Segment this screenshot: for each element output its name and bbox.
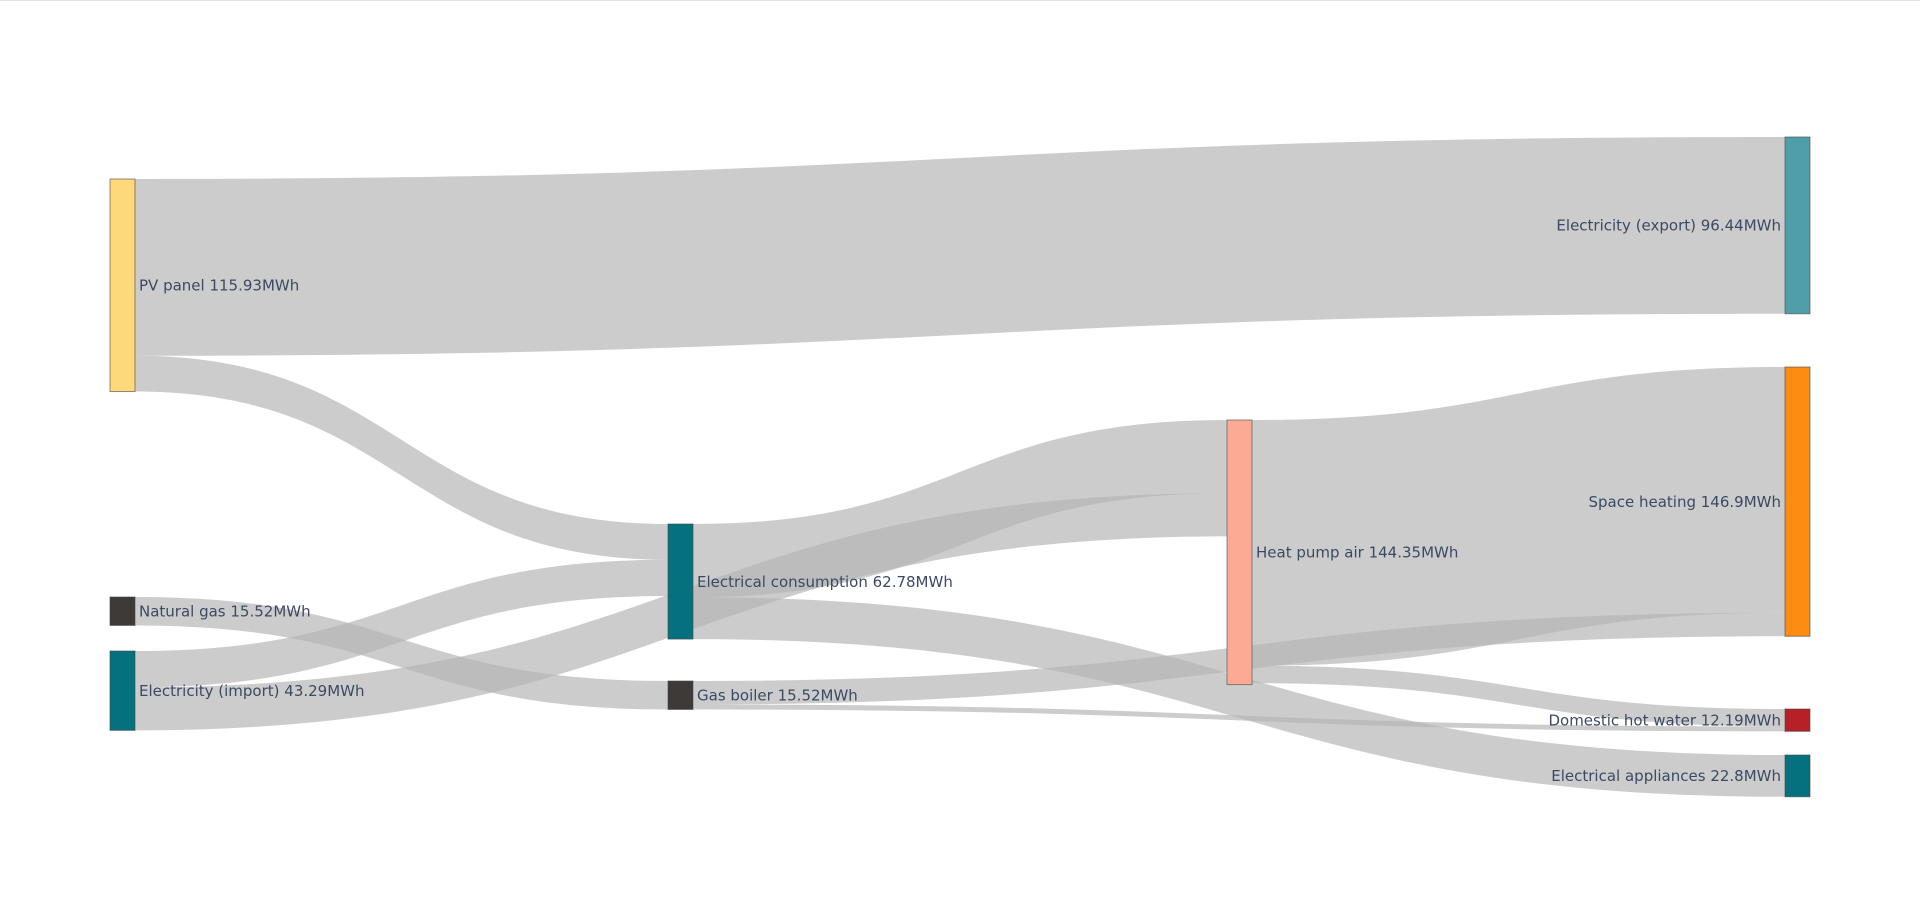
link-ec-to-hp[interactable] <box>693 420 1227 598</box>
node-label-exp: Electricity (export) 96.44MWh <box>1556 217 1781 235</box>
node-imp[interactable] <box>109 650 136 731</box>
node-name-ea: Electrical appliances <box>1551 767 1705 785</box>
node-hp[interactable] <box>1226 419 1253 686</box>
node-pv[interactable] <box>109 178 136 392</box>
link-pv-to-exp[interactable] <box>135 137 1785 356</box>
node-name-exp: Electricity (export) <box>1556 217 1696 235</box>
node-gb[interactable] <box>667 680 694 710</box>
node-value-ec: 62.78MWh <box>868 573 953 591</box>
node-value-pv: 115.93MWh <box>205 277 300 295</box>
node-name-pv: PV panel <box>139 277 205 295</box>
node-value-gas: 15.52MWh <box>226 602 311 620</box>
link-pv-to-ec[interactable] <box>135 355 668 560</box>
node-label-ea: Electrical appliances 22.8MWh <box>1551 767 1781 785</box>
nodes-layer <box>109 136 1811 798</box>
node-value-imp: 43.29MWh <box>280 682 365 700</box>
node-label-sh: Space heating 146.9MWh <box>1589 493 1781 511</box>
node-label-pv: PV panel 115.93MWh <box>139 277 299 295</box>
node-name-sh: Space heating <box>1589 493 1696 511</box>
node-name-gas: Natural gas <box>139 602 226 620</box>
link-gb-to-dhw[interactable] <box>693 704 1785 732</box>
link-imp-to-ec[interactable] <box>135 559 668 688</box>
node-value-gb: 15.52MWh <box>773 686 858 704</box>
node-name-imp: Electricity (import) <box>139 682 280 700</box>
node-gas[interactable] <box>109 596 136 626</box>
node-label-ec: Electrical consumption 62.78MWh <box>697 573 953 591</box>
node-exp[interactable] <box>1784 136 1811 315</box>
node-label-dhw: Domestic hot water 12.19MWh <box>1548 711 1781 729</box>
link-hp-to-dhw[interactable] <box>1252 665 1785 727</box>
node-label-gb: Gas boiler 15.52MWh <box>697 686 858 704</box>
node-value-sh: 146.9MWh <box>1696 493 1781 511</box>
node-label-hp: Heat pump air 144.35MWh <box>1256 544 1458 562</box>
node-name-dhw: Domestic hot water <box>1548 711 1696 729</box>
link-gas-to-gb[interactable] <box>135 597 668 710</box>
node-label-imp: Electricity (import) 43.29MWh <box>139 682 365 700</box>
labels-layer: PV panel 115.93MWh Natural gas 15.52MWh El… <box>139 217 1781 786</box>
node-dhw[interactable] <box>1784 708 1811 732</box>
links-layer <box>135 137 1785 797</box>
node-ec[interactable] <box>667 523 694 640</box>
node-value-hp: 144.35MWh <box>1364 544 1459 562</box>
node-name-ec: Electrical consumption <box>697 573 868 591</box>
node-ea[interactable] <box>1784 754 1811 798</box>
link-ec-to-ea[interactable] <box>693 597 1785 797</box>
node-value-exp: 96.44MWh <box>1696 217 1781 235</box>
link-hp-to-sh[interactable] <box>1252 367 1785 666</box>
node-label-gas: Natural gas 15.52MWh <box>139 602 311 620</box>
node-name-hp: Heat pump air <box>1256 544 1365 562</box>
node-value-ea: 22.8MWh <box>1706 767 1781 785</box>
node-sh[interactable] <box>1784 366 1811 637</box>
node-value-dhw: 12.19MWh <box>1696 711 1781 729</box>
node-name-gb: Gas boiler <box>697 686 774 704</box>
